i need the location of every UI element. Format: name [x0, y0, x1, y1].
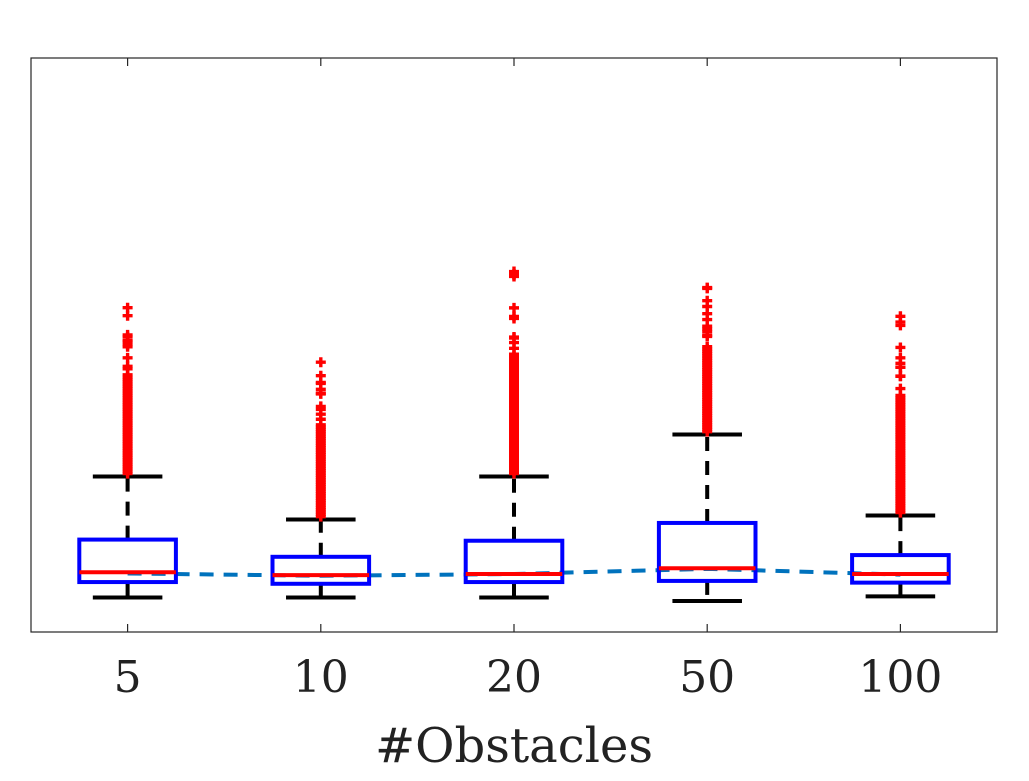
box-group-100 — [850, 311, 951, 599]
outlier-marker — [895, 383, 906, 394]
box-iqr — [463, 538, 565, 585]
outlier-marker — [895, 358, 906, 369]
box-group-5 — [77, 302, 178, 600]
outlier-marker — [895, 320, 906, 331]
box-iqr — [850, 553, 951, 585]
outliers-10 — [315, 357, 326, 522]
outlier-marker — [702, 341, 713, 352]
outlier-marker — [895, 342, 906, 353]
outliers-5 — [122, 302, 133, 479]
outlier-marker — [509, 266, 519, 277]
outlier-marker — [315, 409, 326, 420]
outlier-marker — [702, 308, 713, 319]
outlier-marker — [122, 329, 133, 340]
outlier-marker — [702, 321, 713, 332]
outlier-marker — [122, 302, 133, 313]
outlier-marker — [315, 357, 326, 368]
outlier-marker — [509, 332, 519, 343]
x-tick-label: 50 — [679, 652, 735, 703]
x-tick-label: 100 — [858, 652, 942, 703]
outliers-100 — [895, 311, 906, 518]
outlier-marker — [895, 311, 906, 322]
x-tick-label: 5 — [114, 652, 142, 703]
outliers-50 — [702, 282, 713, 437]
x-tick-label: 20 — [486, 652, 542, 703]
outlier-marker — [702, 295, 713, 306]
outlier-marker — [702, 331, 713, 342]
boxes-layer — [77, 266, 951, 604]
box-group-10 — [270, 357, 372, 600]
outlier-marker — [122, 363, 133, 374]
outlier-marker — [122, 341, 133, 352]
outlier-marker — [702, 282, 713, 293]
outlier-marker — [509, 313, 519, 324]
outlier-marker — [122, 352, 133, 363]
outlier-marker — [315, 388, 326, 399]
x-ticks-layer: 5 10 20 50 100 — [114, 58, 942, 703]
box-iqr — [77, 537, 178, 585]
box-iqr — [656, 520, 758, 583]
box-iqr — [270, 554, 372, 586]
x-axis-label: #Obstacles — [375, 718, 653, 774]
x-tick-label: 10 — [293, 652, 349, 703]
box-group-20 — [463, 266, 565, 600]
outlier-marker — [509, 302, 519, 313]
box-group-50 — [656, 282, 758, 604]
outliers-20 — [509, 266, 519, 479]
outlier-marker — [895, 371, 906, 382]
